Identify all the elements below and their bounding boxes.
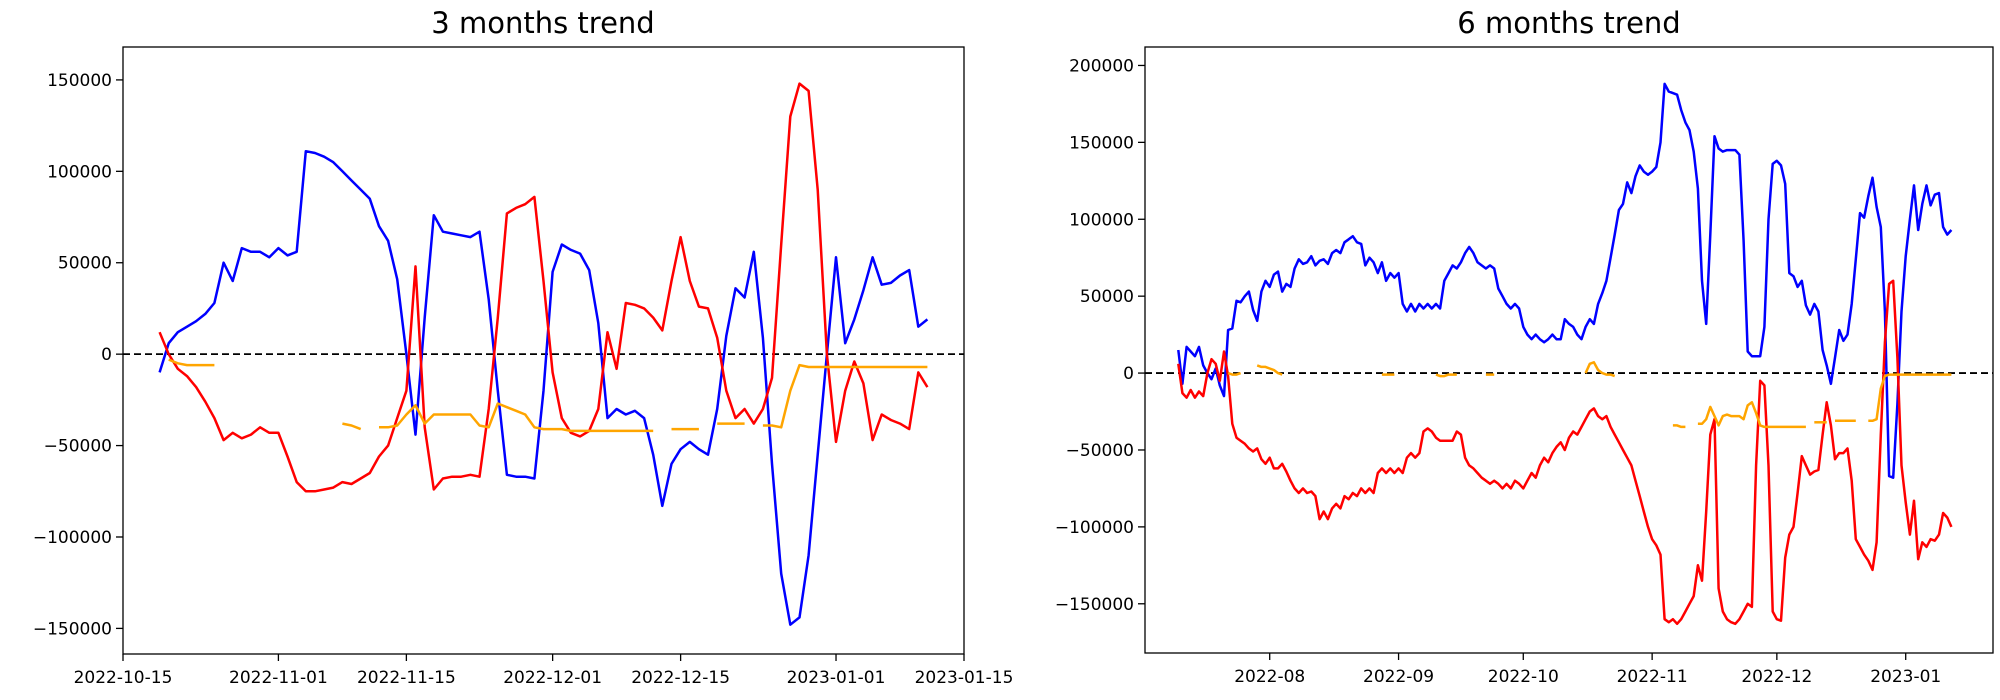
y-tick-label: −50000	[44, 437, 112, 457]
plot-area-6-months: 2022-08 2022-09 2022-10 2022-11 2022-12 2023-…	[1055, 46, 1994, 687]
series-orange-line	[1868, 373, 1952, 423]
x-tick-label: 2022-11-01	[229, 668, 328, 688]
y-tick-label: 150000	[47, 71, 112, 91]
y-tick-label: 150000	[1069, 133, 1134, 153]
y-tick-label: −150000	[33, 619, 112, 639]
x-tick-label: 2022-09	[1363, 667, 1434, 687]
x-tick-label: 2022-10	[1488, 667, 1559, 687]
y-tick-label: 50000	[1080, 287, 1134, 307]
y-tick-label: 100000	[1069, 210, 1134, 230]
y-tick-label: 0	[101, 345, 112, 365]
series-orange-line	[1672, 424, 1686, 429]
y-tick-label: −150000	[1055, 595, 1134, 615]
y-tick-label: −50000	[1066, 441, 1134, 461]
series-orange-line	[1435, 373, 1457, 378]
x-tick-label: 2022-11-15	[357, 668, 456, 688]
chart-6-months-trend: 6 months trend 2022-08 2022-09 2022-10 2022…	[1055, 6, 1994, 687]
axes-frame	[1144, 46, 1994, 654]
series-red-line	[1177, 279, 1953, 626]
axes-frame	[122, 46, 965, 655]
series-orange-line	[1227, 371, 1242, 376]
series-orange-line	[762, 363, 928, 429]
series-red-line	[158, 82, 929, 493]
x-tick-label: 2023-01-01	[787, 668, 886, 688]
plot-area-3-months: 2022-10-15 2022-11-01 2022-11-15 2022-12-01…	[33, 46, 1014, 688]
series-orange-line	[379, 402, 654, 433]
series-orange-line	[342, 422, 362, 431]
x-tick-label: 2022-12	[1741, 667, 1812, 687]
chart-3-months-trend: 3 months trend 2022-10-15 2022-11-01 2022-…	[33, 6, 1014, 688]
series-blue-line	[158, 149, 929, 626]
series-orange-line	[1584, 361, 1616, 378]
series-orange-line	[1697, 401, 1806, 429]
y-tick-label: 100000	[47, 162, 112, 182]
series-orange-line	[1256, 364, 1283, 376]
series-orange-line	[168, 358, 215, 367]
x-tick-label: 2022-12-15	[631, 668, 730, 688]
chart-title-3-months: 3 months trend	[431, 6, 654, 40]
y-tick-label: 200000	[1069, 56, 1134, 76]
y-tick-label: −100000	[33, 528, 112, 548]
x-tick-label: 2022-12-01	[503, 668, 602, 688]
y-tick-label: 50000	[58, 254, 112, 274]
x-tick-label: 2023-01	[1870, 667, 1941, 687]
x-tick-label: 2022-08	[1234, 667, 1305, 687]
chart-title-6-months: 6 months trend	[1457, 6, 1680, 40]
x-tick-label: 2022-11	[1617, 667, 1688, 687]
y-tick-label: 0	[1123, 364, 1134, 384]
x-tick-label: 2023-01-15	[915, 668, 1014, 688]
series-blue-line	[1177, 82, 1953, 479]
y-tick-label: −100000	[1055, 518, 1134, 538]
x-tick-label: 2022-10-15	[74, 668, 173, 688]
